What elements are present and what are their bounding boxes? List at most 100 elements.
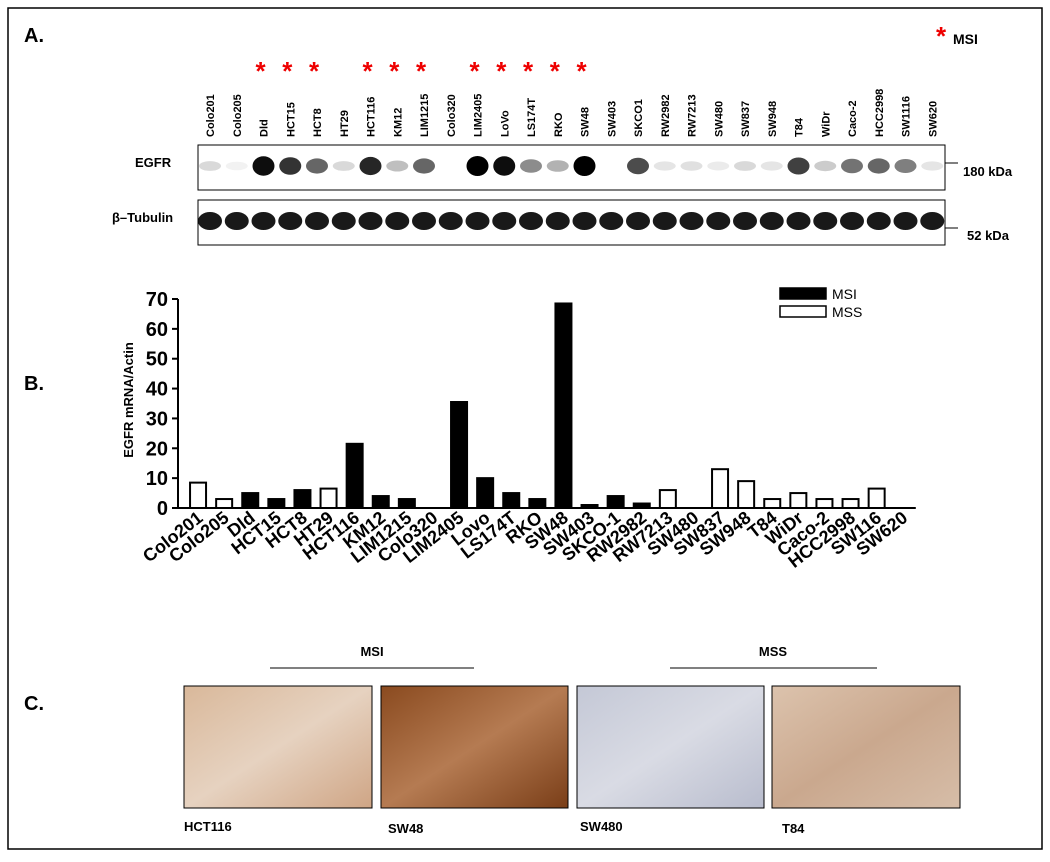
band — [894, 159, 917, 173]
band — [520, 159, 542, 173]
bar — [397, 498, 416, 509]
msi-star: * — [550, 56, 561, 86]
band — [759, 212, 784, 230]
lane-label: Colo201 — [205, 94, 217, 137]
row-label: EGFR — [135, 155, 172, 170]
bar — [737, 480, 756, 509]
band — [679, 212, 704, 230]
lane-label: KM12 — [392, 108, 404, 137]
band — [225, 161, 248, 171]
bar — [345, 442, 364, 509]
band — [332, 161, 355, 171]
band — [572, 212, 597, 230]
y-tick-label: 70 — [146, 289, 168, 311]
band — [599, 212, 624, 230]
band — [680, 161, 703, 171]
band — [760, 161, 783, 171]
lane-label: Colo205 — [232, 94, 244, 137]
band — [893, 212, 918, 230]
band — [306, 158, 328, 174]
marker-label: 180 kDa — [963, 164, 1013, 179]
msi-star: * — [389, 56, 400, 86]
lane-label: Dld — [259, 119, 271, 137]
bar — [319, 487, 338, 510]
lane-label: HCC2998 — [874, 89, 886, 137]
band — [412, 212, 436, 230]
lane-label: T84 — [794, 117, 806, 137]
legend-swatch — [779, 287, 827, 300]
bar — [371, 495, 390, 509]
band — [279, 157, 302, 175]
image-label: T84 — [782, 821, 805, 836]
lane-label: SW948 — [767, 101, 779, 137]
bar — [215, 498, 234, 509]
y-tick-label: 30 — [146, 408, 168, 430]
band — [546, 160, 569, 172]
bar — [658, 489, 677, 510]
bar — [711, 468, 730, 509]
bar — [476, 477, 495, 509]
msi-star: * — [363, 56, 374, 86]
band — [359, 156, 382, 176]
lane-label: LoVo — [499, 110, 511, 137]
msi-star: * — [470, 56, 481, 86]
lane-label: SKCO1 — [633, 99, 645, 137]
lane-label: RW7213 — [687, 94, 699, 137]
bar — [789, 492, 808, 510]
band — [921, 161, 944, 171]
bar — [528, 498, 547, 509]
y-axis-label: EGFR mRNA/Actin — [121, 342, 136, 458]
lane-label: HCT8 — [312, 108, 324, 137]
band — [573, 156, 596, 176]
band — [920, 212, 945, 230]
bar — [554, 302, 573, 509]
band — [627, 157, 649, 175]
image-label: SW48 — [388, 821, 423, 836]
band — [224, 212, 249, 230]
image-label: SW480 — [580, 819, 623, 834]
bar — [502, 492, 521, 510]
y-tick-label: 50 — [146, 349, 168, 371]
band — [386, 160, 409, 172]
legend-label: MSS — [832, 304, 862, 320]
band — [492, 212, 517, 230]
bar — [867, 487, 886, 510]
legend-star: * — [936, 21, 947, 51]
band — [331, 212, 356, 230]
lane-label: SW620 — [927, 101, 939, 137]
band — [841, 158, 863, 174]
band — [734, 161, 756, 171]
panel-label: B. — [24, 373, 44, 395]
bar — [580, 504, 599, 509]
band — [787, 157, 810, 175]
band — [545, 212, 570, 230]
msi-star: * — [309, 56, 320, 86]
lane-label: RKO — [553, 112, 565, 137]
band — [866, 212, 891, 230]
msi-star: * — [256, 56, 267, 86]
band — [305, 212, 329, 230]
band — [252, 156, 275, 176]
lane-label: Caco-2 — [847, 100, 859, 137]
band — [733, 212, 757, 230]
msi-star: * — [416, 56, 427, 86]
ihc-image — [380, 685, 569, 809]
lane-label: LS174T — [526, 98, 538, 137]
band — [653, 161, 676, 171]
lane-label: Colo320 — [446, 94, 458, 137]
band — [786, 212, 811, 230]
y-tick-label: 10 — [146, 468, 168, 490]
band — [840, 212, 864, 230]
band — [493, 156, 516, 176]
bar — [267, 498, 286, 509]
band — [199, 161, 221, 171]
band — [251, 212, 276, 230]
row-label: β–Tubulin — [112, 210, 173, 225]
bar — [293, 489, 312, 510]
lane-label: HT29 — [339, 110, 351, 137]
legend-swatch — [779, 305, 827, 318]
lane-label: SW837 — [740, 101, 752, 137]
lane-label: SW480 — [713, 101, 725, 137]
y-tick-label: 40 — [146, 379, 168, 401]
